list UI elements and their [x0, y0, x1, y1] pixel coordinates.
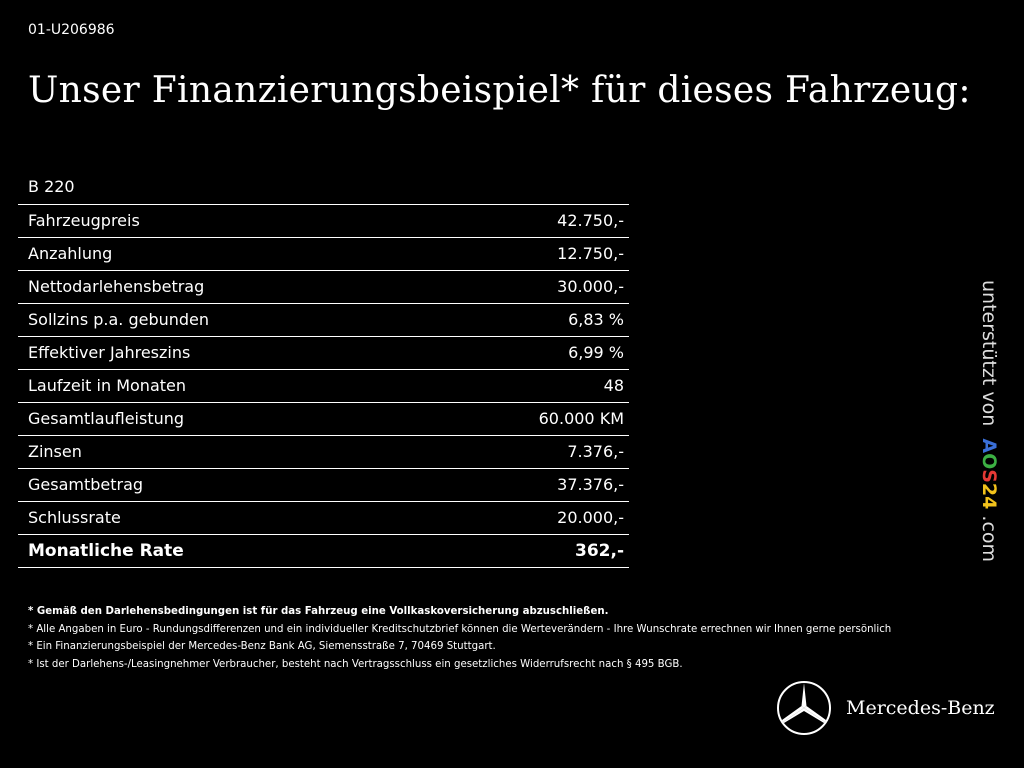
model-name: B 220 [28, 177, 75, 196]
table-row: Gesamtbetrag 37.376,- [18, 469, 629, 502]
row-value: 6,99 % [568, 343, 624, 362]
monthly-rate-row: Monatliche Rate 362,- [18, 535, 629, 568]
table-row: Schlussrate 20.000,- [18, 502, 629, 535]
footnote: * Alle Angaben in Euro - Rundungsdiffere… [28, 623, 892, 635]
row-label: Gesamtlaufleistung [28, 409, 185, 428]
footnote: * Gemäß den Darlehensbedingungen ist für… [28, 606, 609, 617]
row-value: 12.750,- [557, 244, 624, 263]
row-value: 60.000 KM [538, 409, 624, 428]
logo-letter: S [978, 469, 1000, 483]
row-value: 37.376,- [557, 475, 624, 494]
row-label: Schlussrate [28, 508, 121, 527]
table-row: Anzahlung 12.750,- [18, 238, 629, 271]
logo-letter: A [978, 438, 1000, 454]
logo-letter: 2 [978, 482, 1000, 497]
row-label: Monatliche Rate [28, 541, 184, 561]
row-value: 362,- [575, 541, 624, 561]
row-value: 7.376,- [567, 442, 624, 461]
mercedes-star-icon [777, 681, 831, 735]
aos24-logo: AOS24 [978, 438, 1000, 509]
row-label: Fahrzeugpreis [28, 211, 140, 230]
row-label: Gesamtbetrag [28, 475, 144, 494]
table-row: Laufzeit in Monaten 48 [18, 370, 629, 403]
row-value: 20.000,- [557, 508, 624, 527]
row-value: 42.750,- [557, 211, 624, 230]
footnote: * Ist der Darlehens-/Leasingnehmer Verbr… [28, 658, 683, 670]
row-label: Anzahlung [28, 244, 113, 263]
table-row: Zinsen 7.376,- [18, 436, 629, 469]
row-label: Effektiver Jahreszins [28, 343, 191, 362]
aos24-credit: unterstützt von AOS24 .com [978, 280, 1000, 562]
table-row: Gesamtlaufleistung 60.000 KM [18, 403, 629, 436]
footnotes: * Gemäß den Darlehensbedingungen ist für… [28, 603, 891, 673]
credit-prefix: unterstützt von [978, 280, 1000, 427]
row-value: 30.000,- [557, 277, 624, 296]
row-value: 48 [603, 376, 624, 395]
row-label: Laufzeit in Monaten [28, 376, 187, 395]
logo-letter: O [978, 453, 1000, 470]
logo-letter: 4 [978, 496, 1000, 510]
row-value: 6,83 % [568, 310, 624, 329]
table-row: Effektiver Jahreszins 6,99 % [18, 337, 629, 370]
row-label: Zinsen [28, 442, 82, 461]
mercedes-benz-brand: Mercedes-Benz [776, 680, 995, 736]
table-row: Nettodarlehensbetrag 30.000,- [18, 271, 629, 304]
vehicle-id: 01-U206986 [28, 22, 115, 38]
table-row: Fahrzeugpreis 42.750,- [18, 205, 629, 238]
footnote: * Ein Finanzierungsbeispiel der Mercedes… [28, 641, 496, 652]
table-row: Sollzins p.a. gebunden 6,83 % [18, 304, 629, 337]
brand-name: Mercedes-Benz [846, 697, 995, 719]
financing-table: Fahrzeugpreis 42.750,- Anzahlung 12.750,- Ne… [18, 204, 629, 568]
page-title: Unser Finanzierungsbeispiel* für dieses … [28, 70, 971, 111]
credit-suffix: .com [978, 515, 1000, 563]
row-label: Nettodarlehensbetrag [28, 277, 205, 296]
row-label: Sollzins p.a. gebunden [28, 310, 210, 329]
